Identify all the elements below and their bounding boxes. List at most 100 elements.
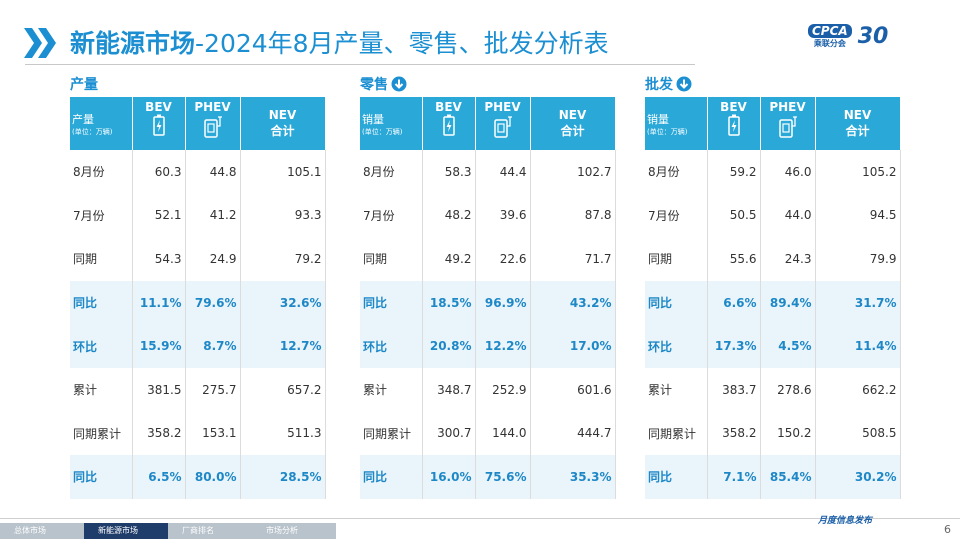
cell-value: 601.6: [530, 367, 616, 412]
cell-value: 348.7: [422, 367, 476, 412]
title: 新能源市场-2024年8月产量、零售、批发分析表: [70, 24, 609, 60]
row-label: 累计: [360, 367, 423, 412]
data-row: 7月份 48.2 39.6 87.8: [360, 193, 616, 238]
cell-value: 17.3%: [707, 324, 761, 368]
cell-value: 31.7%: [815, 280, 901, 325]
cell-value: 22.6: [475, 237, 531, 281]
bev-icon: [442, 114, 455, 136]
header-phev-text: PHEV: [194, 100, 231, 114]
cell-value: 39.6: [475, 193, 531, 238]
header-name: 产量: [72, 112, 94, 126]
data-row: 累计 383.7 278.6 662.2: [645, 367, 901, 412]
data-row: 同比 11.1% 79.6% 32.6%: [70, 280, 326, 325]
cell-value: 75.6%: [475, 455, 531, 499]
cell-value: 60.3: [132, 150, 186, 194]
row-label: 同期: [70, 237, 133, 281]
cell-value: 15.9%: [132, 324, 186, 368]
phev-icon: [778, 116, 797, 138]
data-row: 累计 348.7 252.9 601.6: [360, 367, 616, 412]
cell-value: 49.2: [422, 237, 476, 281]
chevrons: [24, 28, 56, 58]
data-row: 7月份 50.5 44.0 94.5: [645, 193, 901, 238]
footer-tab: 市场分析: [252, 523, 336, 539]
cell-value: 105.2: [815, 150, 901, 194]
cell-value: 11.1%: [132, 280, 186, 325]
header-bev-text: BEV: [145, 100, 172, 114]
data-row: 7月份 52.1 41.2 93.3: [70, 193, 326, 238]
title-rest: -2024年8月产量、零售、批发分析表: [195, 29, 609, 58]
cell-value: 41.2: [185, 193, 241, 238]
header-row: 产量 (单位：万辆) BEV PHEV NEV 合计: [70, 97, 326, 150]
cell-value: 6.6%: [707, 280, 761, 325]
header-row: 销量 (单位：万辆) BEV PHEV NEV 合计: [360, 97, 616, 150]
cell-value: 7.1%: [707, 455, 761, 499]
header-phev-text: PHEV: [484, 100, 521, 114]
row-label: 同比: [645, 280, 708, 325]
cell-value: 4.5%: [760, 324, 816, 368]
cell-value: 12.2%: [475, 324, 531, 368]
cell-value: 662.2: [815, 367, 901, 412]
cell-value: 59.2: [707, 150, 761, 194]
page-number: 6: [944, 523, 951, 536]
data-row: 8月份 59.2 46.0 105.2: [645, 150, 901, 194]
row-label: 同比: [70, 280, 133, 325]
row-label: 环比: [70, 324, 133, 368]
cell-value: 17.0%: [530, 324, 616, 368]
cell-value: 30.2%: [815, 455, 901, 499]
header-label: 销量 (单位：万辆): [645, 97, 708, 150]
data-row: 环比 20.8% 12.2% 17.0%: [360, 324, 616, 368]
cell-value: 300.7: [422, 411, 476, 456]
header-nev: NEV 合计: [240, 97, 326, 150]
header-phev: PHEV: [475, 97, 531, 150]
cell-value: 55.6: [707, 237, 761, 281]
logo: CPCA 乘联分会 30: [808, 24, 888, 49]
cell-value: 381.5: [132, 367, 186, 412]
header-nev-text: NEV: [843, 108, 872, 122]
cell-value: 79.6%: [185, 280, 241, 325]
cell-value: 358.2: [707, 411, 761, 456]
bev-icon: [727, 114, 740, 136]
cell-value: 657.2: [240, 367, 326, 412]
section-title: 产量: [70, 74, 98, 94]
header-row: 销量 (单位：万辆) BEV PHEV NEV 合计: [645, 97, 901, 150]
cell-value: 85.4%: [760, 455, 816, 499]
footer-tab: 厂商排名: [168, 523, 252, 539]
header-nev-sub: 合计: [845, 124, 870, 138]
cell-value: 252.9: [475, 367, 531, 412]
cell-value: 508.5: [815, 411, 901, 456]
data-table: 产量 (单位：万辆) BEV PHEV NEV 合计 8月份 60.3 44.8 105.1 7月份…: [70, 97, 326, 499]
header-unit: (单位：万辆): [647, 127, 688, 136]
cell-value: 96.9%: [475, 280, 531, 325]
cell-value: 511.3: [240, 411, 326, 456]
data-row: 同期累计 300.7 144.0 444.7: [360, 411, 616, 456]
data-row: 同比 6.5% 80.0% 28.5%: [70, 455, 326, 499]
data-table: 销量 (单位：万辆) BEV PHEV NEV 合计 8月份 58.3 44.4 102.7 7月份…: [360, 97, 616, 499]
header-nev-sub: 合计: [560, 124, 585, 138]
header-nev-sub: 合计: [270, 124, 295, 138]
cell-value: 16.0%: [422, 455, 476, 499]
header-label: 产量 (单位：万辆): [70, 97, 133, 150]
cell-value: 24.9: [185, 237, 241, 281]
cell-value: 35.3%: [530, 455, 616, 499]
row-label: 8月份: [645, 150, 708, 194]
cell-value: 11.4%: [815, 324, 901, 368]
cell-value: 275.7: [185, 367, 241, 412]
header-bev-text: BEV: [435, 100, 462, 114]
cell-value: 89.4%: [760, 280, 816, 325]
footer-rule: [0, 518, 960, 519]
cell-value: 71.7: [530, 237, 616, 281]
row-label: 8月份: [360, 150, 423, 194]
data-row: 同期 54.3 24.9 79.2: [70, 237, 326, 281]
row-label: 环比: [645, 324, 708, 368]
cell-value: 44.0: [760, 193, 816, 238]
data-row: 累计 381.5 275.7 657.2: [70, 367, 326, 412]
row-label: 环比: [360, 324, 423, 368]
header-unit: (单位：万辆): [362, 127, 403, 136]
cell-value: 46.0: [760, 150, 816, 194]
cell-value: 444.7: [530, 411, 616, 456]
footer-tab: 新能源市场: [84, 523, 168, 539]
cell-value: 48.2: [422, 193, 476, 238]
section-label: 批发: [645, 77, 673, 93]
cell-value: 58.3: [422, 150, 476, 194]
cell-value: 12.7%: [240, 324, 326, 368]
